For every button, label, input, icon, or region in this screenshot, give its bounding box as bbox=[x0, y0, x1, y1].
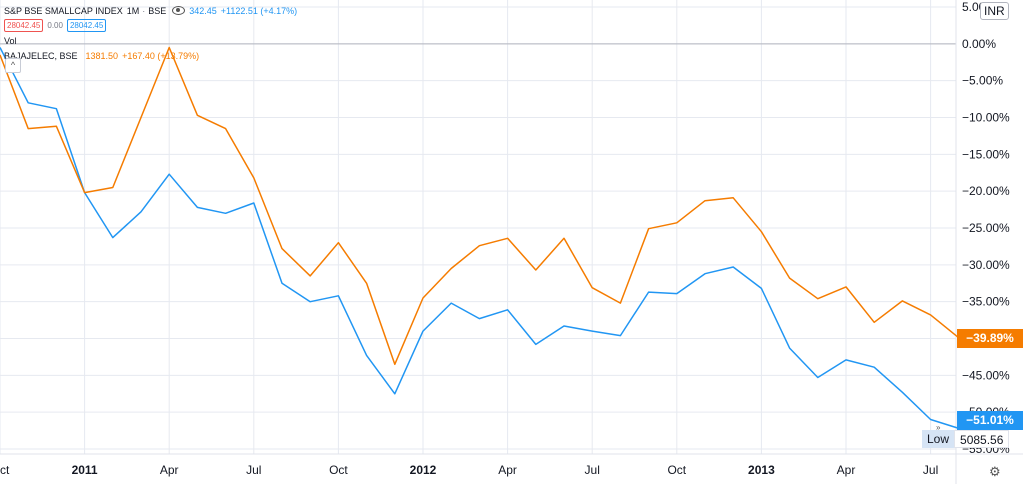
legend-vol-row[interactable]: 28042.45 0.00 28042.45 bbox=[4, 18, 297, 33]
y-tick-label: −35.00% bbox=[962, 295, 1010, 309]
legend-volume-label-row[interactable]: Vol bbox=[4, 33, 297, 48]
collapse-legend-button[interactable]: ^ bbox=[5, 58, 21, 73]
main-exchange: BSE bbox=[148, 5, 167, 16]
y-tick-label: −5.00% bbox=[962, 74, 1003, 88]
vol-zero: 0.00 bbox=[47, 21, 63, 30]
series-line-smallcap[interactable] bbox=[0, 47, 960, 430]
legend-main-row[interactable]: S&P BSE SMALLCAP INDEX 1M · BSE 342.45 +… bbox=[4, 3, 297, 18]
x-tick-label: 2013 bbox=[748, 463, 775, 477]
vol-value-red: 28042.45 bbox=[4, 19, 44, 32]
vol-value-blue: 28042.45 bbox=[66, 19, 107, 32]
low-label: Low bbox=[922, 430, 955, 448]
x-tick-label: Apr bbox=[160, 463, 179, 477]
x-tick-label: Apr bbox=[837, 463, 856, 477]
x-tick-label: 2012 bbox=[410, 463, 437, 477]
y-tick-label: 0.00% bbox=[962, 37, 996, 51]
series-last-value-orange: −39.89% bbox=[957, 329, 1023, 348]
x-tick-label: Jul bbox=[923, 463, 938, 477]
y-tick-label: −10.00% bbox=[962, 111, 1010, 125]
legend-compare-row[interactable]: BAJAJELEC, BSE 1381.50 +167.40 (+13.79%) bbox=[4, 48, 297, 63]
main-change: +1122.51 (+4.17%) bbox=[220, 5, 298, 16]
gear-icon[interactable]: ⚙ bbox=[989, 464, 1001, 479]
y-tick-label: −20.00% bbox=[962, 184, 1010, 198]
x-tick-label: 2011 bbox=[72, 463, 98, 477]
x-tick-label: Jul bbox=[246, 463, 261, 477]
y-tick-label: −30.00% bbox=[962, 258, 1010, 272]
main-symbol[interactable]: S&P BSE SMALLCAP INDEX bbox=[4, 5, 123, 16]
main-interval: 1M bbox=[126, 5, 140, 16]
y-tick-label: −45.00% bbox=[962, 368, 1010, 382]
chevron-up-icon: ^ bbox=[10, 60, 16, 70]
compare-symbol[interactable]: BAJAJELEC, BSE bbox=[4, 50, 78, 61]
low-marker: Low 5085.56 bbox=[922, 430, 1010, 448]
series-line-bajajelec[interactable] bbox=[0, 46, 960, 366]
main-value: 342.45 bbox=[189, 5, 217, 16]
low-value: 5085.56 bbox=[954, 430, 1010, 448]
y-tick-label: −15.00% bbox=[962, 147, 1010, 161]
eye-icon[interactable] bbox=[172, 6, 186, 15]
x-tick-label: Apr bbox=[498, 463, 517, 477]
vol-label: Vol bbox=[4, 35, 17, 46]
series-last-value-blue: −51.01% bbox=[957, 411, 1023, 430]
x-tick-label: Oct bbox=[329, 463, 348, 477]
legend-separator: · bbox=[142, 5, 146, 16]
x-tick-label: Oct bbox=[0, 463, 10, 477]
x-tick-label: Oct bbox=[667, 463, 686, 477]
double-chevron-icon[interactable]: » bbox=[936, 423, 941, 432]
y-tick-label: −25.00% bbox=[962, 221, 1010, 235]
compare-value: 1381.50 bbox=[85, 50, 119, 61]
legend: S&P BSE SMALLCAP INDEX 1M · BSE 342.45 +… bbox=[4, 3, 297, 63]
x-tick-label: Jul bbox=[585, 463, 600, 477]
compare-change: +167.40 (+13.79%) bbox=[122, 50, 200, 61]
currency-button[interactable]: INR bbox=[980, 2, 1009, 20]
